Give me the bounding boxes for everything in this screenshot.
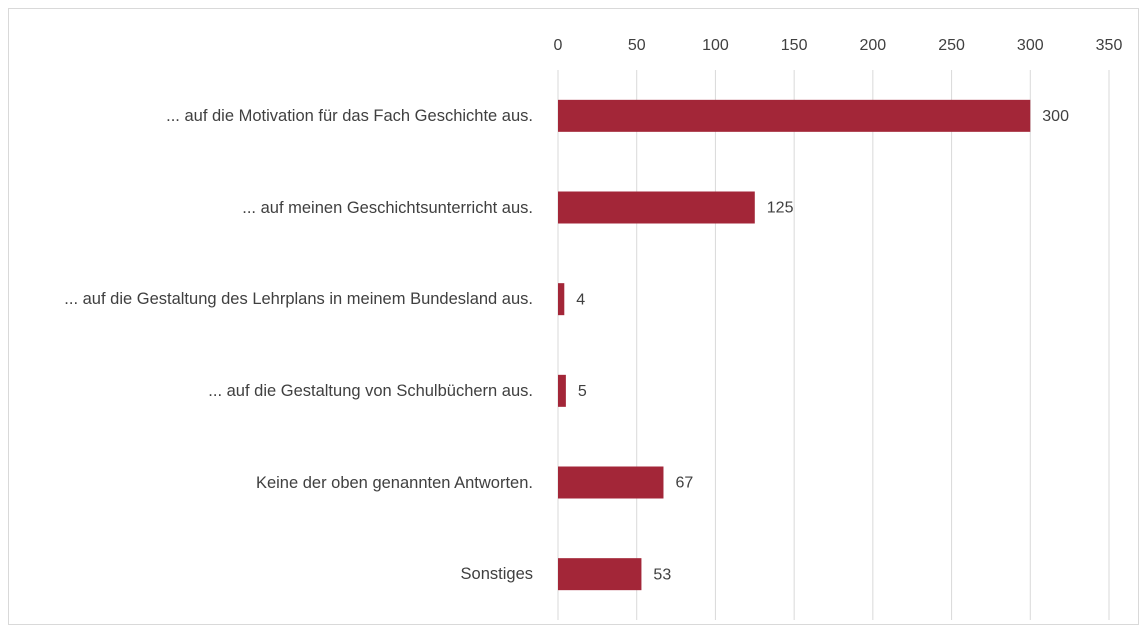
bar	[558, 374, 566, 407]
x-tick-label: 0	[554, 37, 563, 54]
y-tick-label: Keine der oben genannten Antworten.	[255, 473, 533, 492]
bar	[558, 99, 1031, 132]
y-tick-label: ... auf die Gestaltung von Schulbüchern …	[208, 381, 533, 400]
bar	[558, 191, 755, 224]
y-tick-label: ... auf die Motivation für das Fach Gesc…	[166, 106, 533, 125]
data-label: 5	[578, 383, 587, 400]
x-tick-label: 100	[702, 37, 729, 54]
data-label: 67	[675, 475, 693, 492]
data-label: 4	[576, 291, 585, 308]
x-tick-label: 300	[1017, 37, 1044, 54]
bar	[558, 466, 664, 499]
y-tick-label: ... auf die Gestaltung des Lehrplans in …	[64, 290, 533, 309]
x-tick-label: 150	[781, 37, 808, 54]
x-tick-label: 50	[628, 37, 646, 54]
bar	[558, 558, 642, 591]
data-label: 53	[653, 566, 671, 583]
y-tick-label: Sonstiges	[460, 565, 533, 584]
x-tick-label: 200	[860, 37, 887, 54]
x-tick-label: 250	[938, 37, 965, 54]
y-tick-label: ... auf meinen Geschichtsunterricht aus.	[242, 198, 533, 217]
x-tick-label: 350	[1096, 37, 1123, 54]
bar	[558, 283, 565, 316]
data-label: 300	[1042, 108, 1069, 125]
data-label: 125	[767, 200, 794, 217]
